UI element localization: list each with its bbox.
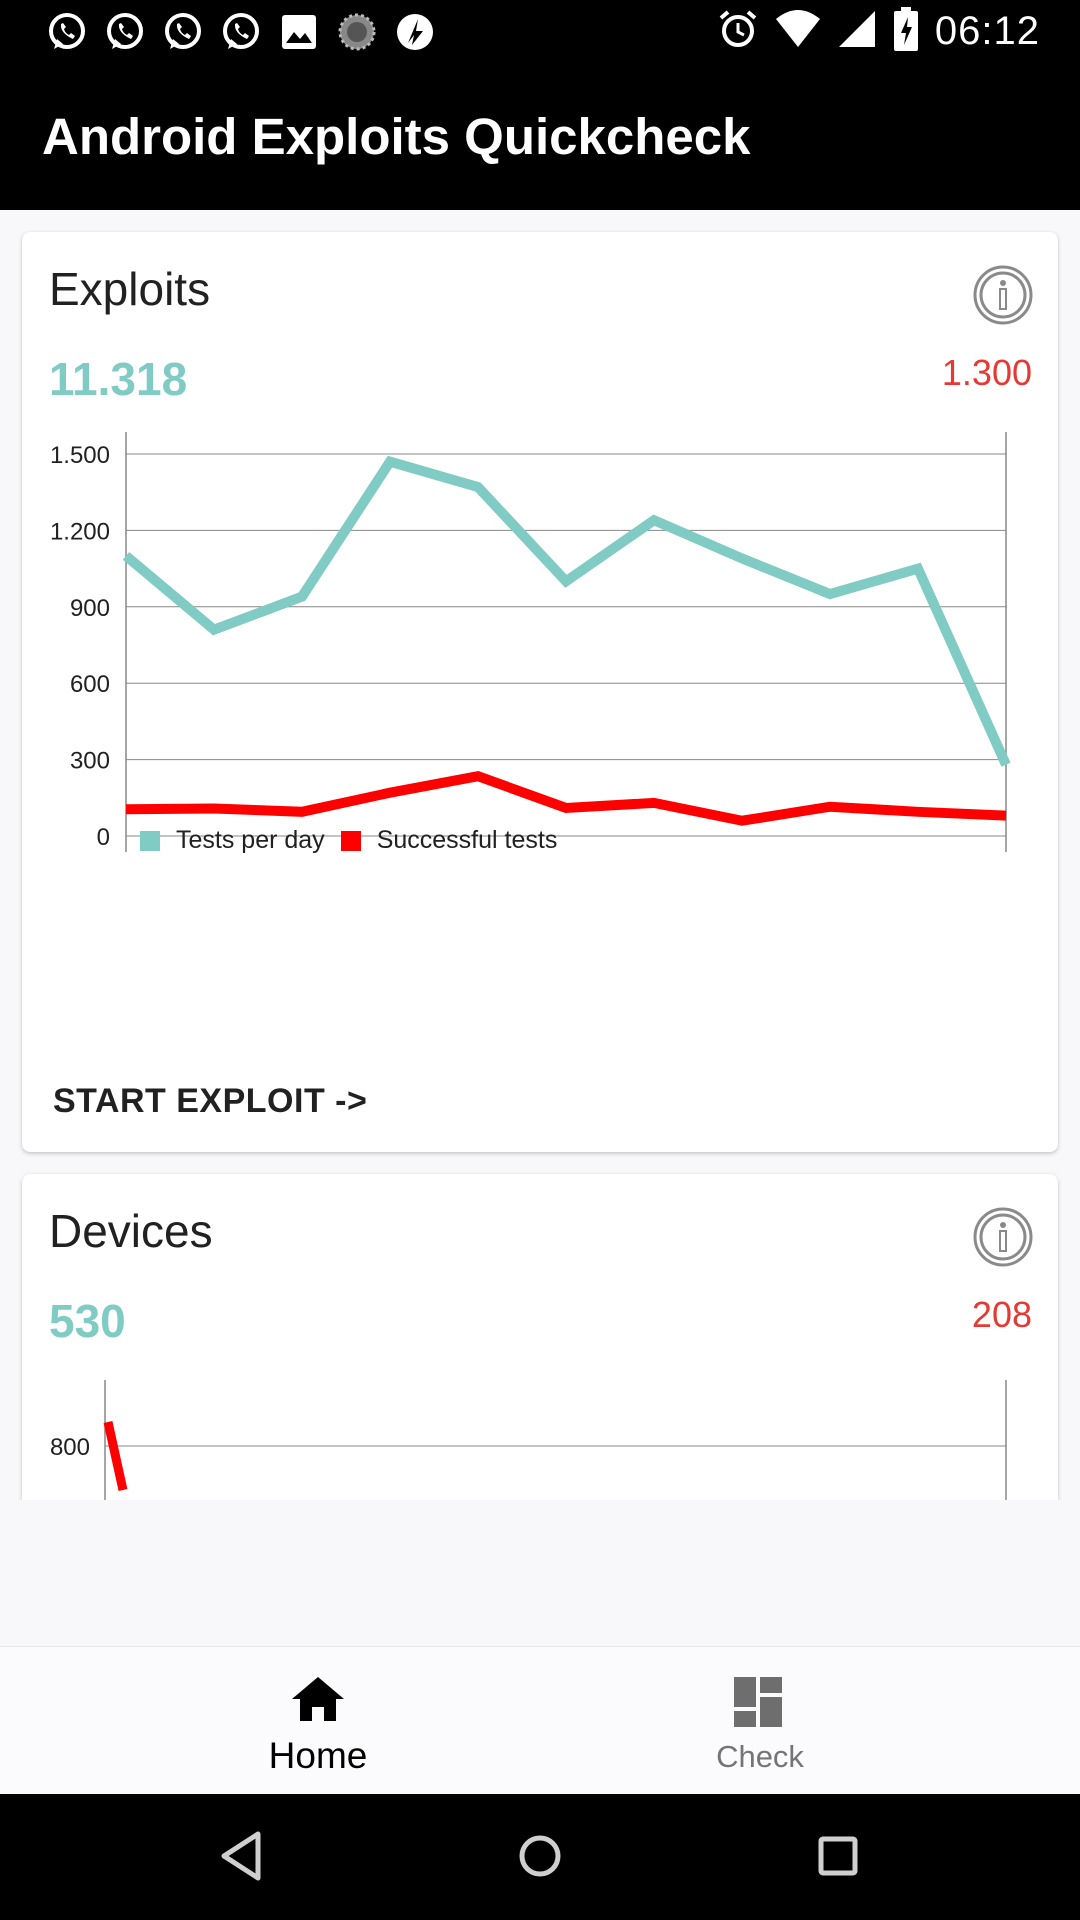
series-lines [122, 455, 1011, 826]
legend-label-tests: Tests per day [176, 826, 325, 854]
legend-label-successful: Successful tests [376, 826, 558, 854]
home-icon [292, 1677, 344, 1721]
image-icon [276, 9, 322, 55]
info-icon[interactable] [972, 1206, 1034, 1268]
series-line-successful-tests [125, 770, 1007, 826]
dashboard-icon [734, 1677, 782, 1727]
alarm-icon [717, 8, 759, 55]
legend-swatch-tests [140, 830, 160, 851]
y-tick-label: 300 [70, 748, 110, 775]
y-tick-label: 1.200 [50, 518, 110, 545]
y-tick-label: 0 [97, 824, 110, 851]
status-time: 06:12 [934, 8, 1040, 53]
series-line-devices [103, 1421, 128, 1491]
signal-icon [837, 9, 877, 54]
content-scroll[interactable]: Exploits 11.318 1.300 0 300 600 900 1.200 1.5… [0, 210, 1080, 1500]
chart-legend: Tests per day Successful tests [140, 826, 557, 855]
app-bar: Android Exploits Quickcheck [0, 63, 1080, 210]
app-title: Android Exploits Quickcheck [42, 108, 751, 165]
whatsapp-icon [160, 9, 206, 55]
nav-home[interactable]: Home [48, 1647, 588, 1795]
app-icon [392, 9, 438, 55]
home-circle-icon[interactable] [510, 1826, 570, 1886]
devices-successful: 208 [971, 1294, 1032, 1335]
bottom-navigation: Home Check [0, 1646, 1080, 1795]
nav-label-home: Home [268, 1735, 368, 1776]
start-exploit-button[interactable]: START EXPLOIT -> [53, 1082, 368, 1120]
notification-icons [44, 9, 438, 55]
y-tick-label: 900 [70, 595, 110, 622]
y-tick-label: 600 [70, 671, 110, 698]
system-navigation-bar [0, 1794, 1080, 1920]
status-bar: 06:12 [0, 0, 1080, 63]
nav-label-check: Check [716, 1739, 804, 1774]
devices-card: Devices 530 208 800 [22, 1174, 1058, 1500]
recents-icon[interactable] [808, 1826, 868, 1886]
system-status-icons: 06:12 [717, 6, 1040, 56]
exploits-total: 11.318 [49, 353, 188, 405]
wifi-icon [775, 9, 821, 54]
y-tick-labels: 0 300 600 900 1.200 1.500 [50, 442, 110, 851]
nav-check[interactable]: Check [490, 1647, 1030, 1795]
y-tick-label: 1.500 [50, 442, 110, 469]
card-title: Devices [49, 1205, 213, 1257]
battery-icon [893, 6, 919, 56]
whatsapp-icon [44, 9, 90, 55]
exploits-card: Exploits 11.318 1.300 0 300 600 900 1.200 1.5… [22, 232, 1058, 1152]
devices-total: 530 [49, 1295, 126, 1347]
y-tick-label: 800 [50, 1434, 90, 1461]
info-icon[interactable] [972, 264, 1034, 326]
whatsapp-icon [102, 9, 148, 55]
exploits-successful: 1.300 [941, 352, 1032, 393]
exploits-chart: 0 300 600 900 1.200 1.500 [50, 432, 1011, 852]
grid [126, 453, 1006, 837]
legend-swatch-successful [340, 830, 361, 851]
spinner-icon [334, 9, 380, 55]
whatsapp-icon [218, 9, 264, 55]
series-line-tests-per-day [122, 455, 1011, 767]
devices-chart: 800 [50, 1380, 1007, 1500]
back-icon[interactable] [212, 1826, 272, 1886]
card-title: Exploits [49, 263, 211, 315]
